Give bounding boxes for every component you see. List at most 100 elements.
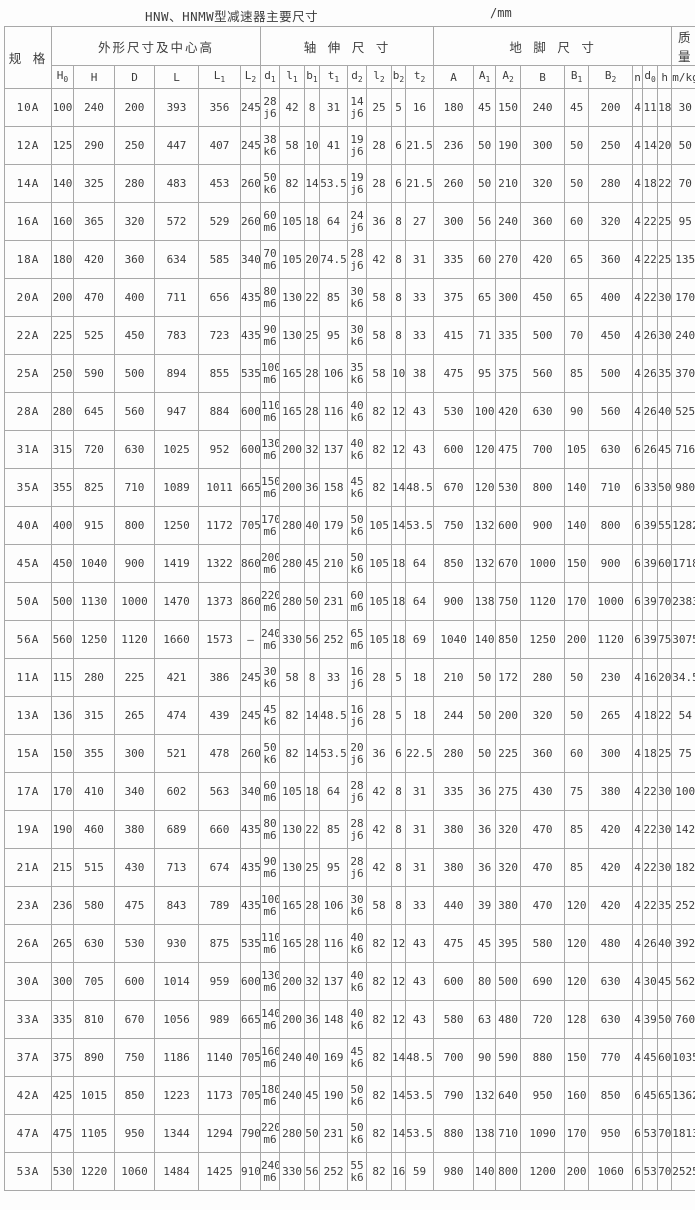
shaft-dia-line: k6 <box>350 1018 364 1032</box>
value-cell: 41 <box>319 126 349 165</box>
spec-cell: 15A <box>4 734 52 773</box>
value-cell: 50 <box>473 696 497 735</box>
table-row: 14A 140 325 280 483 453 260 50 k6 82 14 53.5 19 j6 28 6… <box>4 164 695 203</box>
table-row: 16A 160 365 320 572 529 260 60 m6 105 18 64 24 j6 36 8 2… <box>4 202 695 241</box>
value-cell: 260 <box>239 734 262 773</box>
shaft-dia-line: k6 <box>350 1170 364 1184</box>
value-cell: 1294 <box>198 1114 241 1153</box>
value-cell: 130 <box>279 278 306 317</box>
shaft-dia-line: 60 <box>263 778 277 792</box>
table-row: 13A 136 315 265 474 439 245 45 k6 82 14 48.5 16 j6 28 5… <box>4 696 695 735</box>
value-cell: 480 <box>495 1000 522 1039</box>
value-cell: 180 <box>433 88 475 127</box>
value-cell: 39 <box>642 506 659 545</box>
value-cell: 64 <box>319 202 349 241</box>
shaft-dia-line: k6 <box>350 524 364 538</box>
value-cell: 894 <box>154 354 199 393</box>
shaft-dia-cell: 240 m6 <box>260 1152 281 1191</box>
shaft-dia-line: 40 <box>350 398 364 412</box>
shaft-dia-line: 130 <box>261 436 280 450</box>
value-cell: 85 <box>564 354 590 393</box>
value-cell: 8 <box>391 886 407 925</box>
value-cell: 4 <box>632 886 644 925</box>
value-cell: 440 <box>433 886 475 925</box>
shaft-dia-line: k6 <box>263 676 277 690</box>
shaft-dia-cell: 19 j6 <box>347 164 368 203</box>
value-cell: 70 <box>564 316 590 355</box>
value-cell: 30 <box>657 810 673 849</box>
value-cell: 750 <box>495 582 522 621</box>
value-cell: 31 <box>405 772 435 811</box>
shaft-dia-cell: 80 m6 <box>260 810 281 849</box>
value-cell: 240 <box>279 1038 306 1077</box>
value-cell: 50 <box>564 658 590 697</box>
value-cell: 590 <box>495 1038 522 1077</box>
col-header-A1: A1 <box>473 65 497 89</box>
shaft-dia-cell: 40 k6 <box>347 924 368 963</box>
value-cell: 474 <box>154 696 199 735</box>
value-cell: 300 <box>114 734 155 773</box>
col-header-b1: b1 <box>304 65 321 89</box>
value-cell: 330 <box>279 1152 306 1191</box>
value-cell: 200 <box>114 88 155 127</box>
value-cell: 1173 <box>198 1076 241 1115</box>
value-cell: 90 <box>564 392 590 431</box>
value-cell: 56 <box>304 620 321 659</box>
value-cell: 386 <box>198 658 241 697</box>
value-cell: 33 <box>319 658 349 697</box>
value-cell: 50 <box>564 164 590 203</box>
col-header-spec: 规 格 <box>4 26 52 89</box>
value-cell: 900 <box>588 544 634 583</box>
value-cell: 475 <box>433 354 475 393</box>
value-cell: 1419 <box>154 544 199 583</box>
shaft-dia-line: j6 <box>350 866 364 880</box>
value-cell: 140 <box>473 1152 497 1191</box>
value-cell: 150 <box>51 734 74 773</box>
value-cell: 1660 <box>154 620 199 659</box>
value-cell: 20 <box>657 126 673 165</box>
value-cell: 340 <box>239 772 262 811</box>
value-cell: 210 <box>495 164 522 203</box>
value-cell: 6 <box>632 430 644 469</box>
value-cell: 392 <box>671 924 695 963</box>
value-cell: 1056 <box>154 1000 199 1039</box>
value-cell: 33 <box>405 316 435 355</box>
value-cell: 340 <box>239 240 262 279</box>
value-cell: 36 <box>366 202 393 241</box>
value-cell: 900 <box>520 506 566 545</box>
spec-cell: 21A <box>4 848 52 887</box>
value-cell: 240 <box>73 88 115 127</box>
value-cell: 50 <box>564 126 590 165</box>
value-cell: 800 <box>520 468 566 507</box>
value-cell: 475 <box>495 430 522 469</box>
value-cell: 170 <box>51 772 74 811</box>
value-cell: 190 <box>495 126 522 165</box>
value-cell: 39 <box>642 620 659 659</box>
value-cell: 483 <box>154 164 199 203</box>
value-cell: 360 <box>588 240 634 279</box>
value-cell: 120 <box>564 886 590 925</box>
value-cell: 42 <box>366 240 393 279</box>
value-cell: 42 <box>366 848 393 887</box>
shaft-dia-cell: 20 j6 <box>347 734 368 773</box>
value-cell: 150 <box>564 1038 590 1077</box>
value-cell: 22.5 <box>405 734 435 773</box>
shaft-dia-line: 60 <box>263 208 277 222</box>
spec-cell: 56A <box>4 620 52 659</box>
value-cell: 100 <box>51 88 74 127</box>
value-cell: 989 <box>198 1000 241 1039</box>
table-row: 10A 100 240 200 393 356 245 28 j6 42 8 31 14 j6 25 5 16 1… <box>4 88 695 127</box>
value-cell: 22 <box>642 886 659 925</box>
spec-cell: 11A <box>4 658 52 697</box>
table-header: 规 格 外形尺寸及中心高 轴 伸 尺 寸 地 脚 尺 寸 质量 H0 H D L L1 L… <box>4 26 695 89</box>
value-cell: 28 <box>366 164 393 203</box>
shaft-dia-cell: 60 m6 <box>260 202 281 241</box>
value-cell: 5 <box>391 88 407 127</box>
value-cell: 711 <box>154 278 199 317</box>
value-cell: 165 <box>279 392 306 431</box>
table-row: 40A 400 915 800 1250 1172 705 170 m6 280 40 179 50 k6… <box>4 506 695 545</box>
value-cell: 45 <box>564 88 590 127</box>
spec-cell: 19A <box>4 810 52 849</box>
value-cell: 8 <box>391 772 407 811</box>
value-cell: 1011 <box>198 468 241 507</box>
